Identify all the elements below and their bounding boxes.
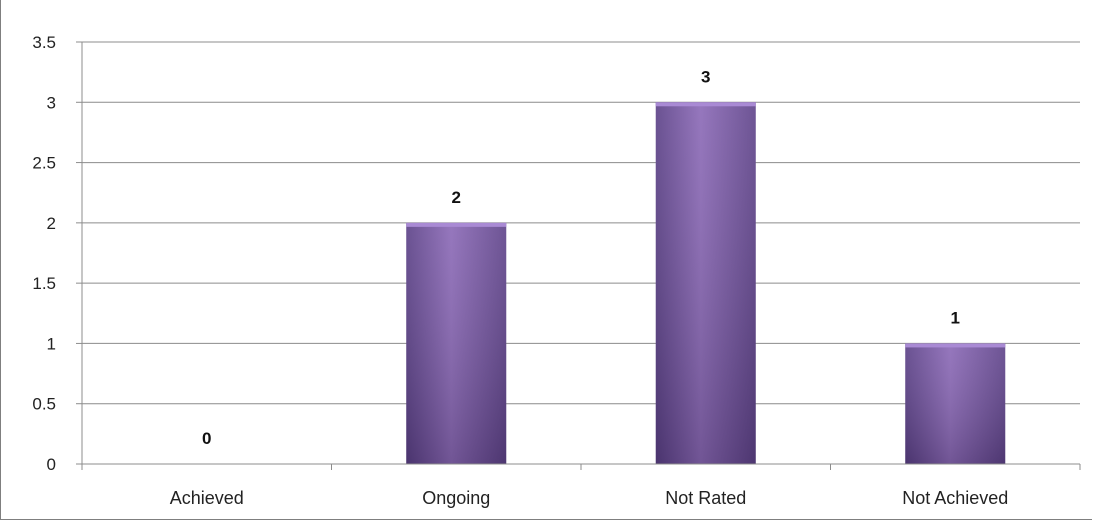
y-axis: 0 0.5 1 1.5 2 2.5 3 3.5 — [32, 33, 83, 474]
x-category-label: Not Rated — [665, 488, 746, 508]
x-category-label: Not Achieved — [902, 488, 1008, 508]
y-tick-label: 2 — [47, 214, 56, 233]
bar-top-highlight — [406, 222, 507, 227]
y-tick-label: 0 — [47, 455, 56, 474]
bar-shade — [655, 102, 756, 465]
data-label: 3 — [701, 67, 710, 86]
x-axis: Achieved Ongoing Not Rated Not Achieved — [81, 463, 1081, 508]
y-tick-label: 2.5 — [32, 154, 56, 173]
bars — [406, 102, 1006, 465]
y-tick-label: 1.5 — [32, 274, 56, 293]
y-tick-label: 3 — [47, 93, 56, 112]
data-label: 0 — [202, 429, 211, 448]
bar-shade — [905, 343, 1006, 464]
bar — [406, 222, 507, 464]
data-labels: 0 2 3 1 — [202, 67, 960, 448]
bar — [655, 102, 756, 465]
bar-shade — [406, 222, 507, 464]
data-label: 2 — [452, 188, 461, 207]
y-tick-label: 0.5 — [32, 395, 56, 414]
y-tick-label: 3.5 — [32, 33, 56, 52]
data-label: 1 — [951, 308, 960, 327]
bar-top-highlight — [905, 343, 1006, 348]
y-tick-label: 1 — [47, 334, 56, 353]
bar-top-highlight — [655, 102, 756, 107]
x-category-label: Achieved — [170, 488, 244, 508]
bar — [905, 343, 1006, 464]
x-category-label: Ongoing — [422, 488, 490, 508]
